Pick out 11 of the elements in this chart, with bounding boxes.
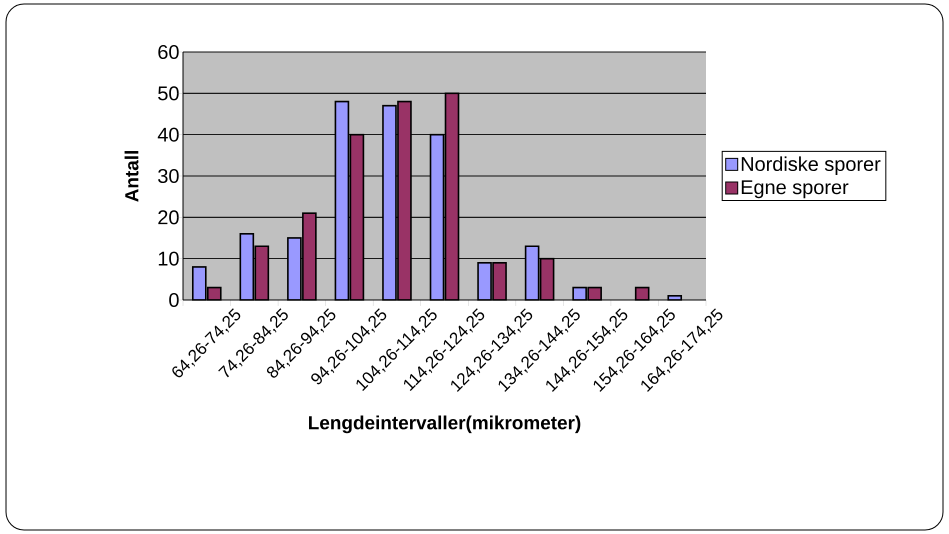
legend-label: Egne sporer: [742, 180, 848, 198]
y-tick-label: 40: [158, 128, 179, 142]
y-tick-label: 50: [158, 86, 179, 100]
y-tick-label: 30: [158, 168, 179, 184]
legend-label: Nordiske sporer: [742, 156, 880, 176]
y-tick-label: 60: [158, 44, 179, 60]
y-tick-label: 0: [169, 292, 179, 308]
y-tick-label: 10: [158, 252, 179, 266]
y-tick-label: 20: [158, 210, 179, 224]
x-axis-title: Lengdeintervaller(mikrometer): [309, 416, 580, 434]
y-axis-title: Antall: [124, 151, 138, 202]
